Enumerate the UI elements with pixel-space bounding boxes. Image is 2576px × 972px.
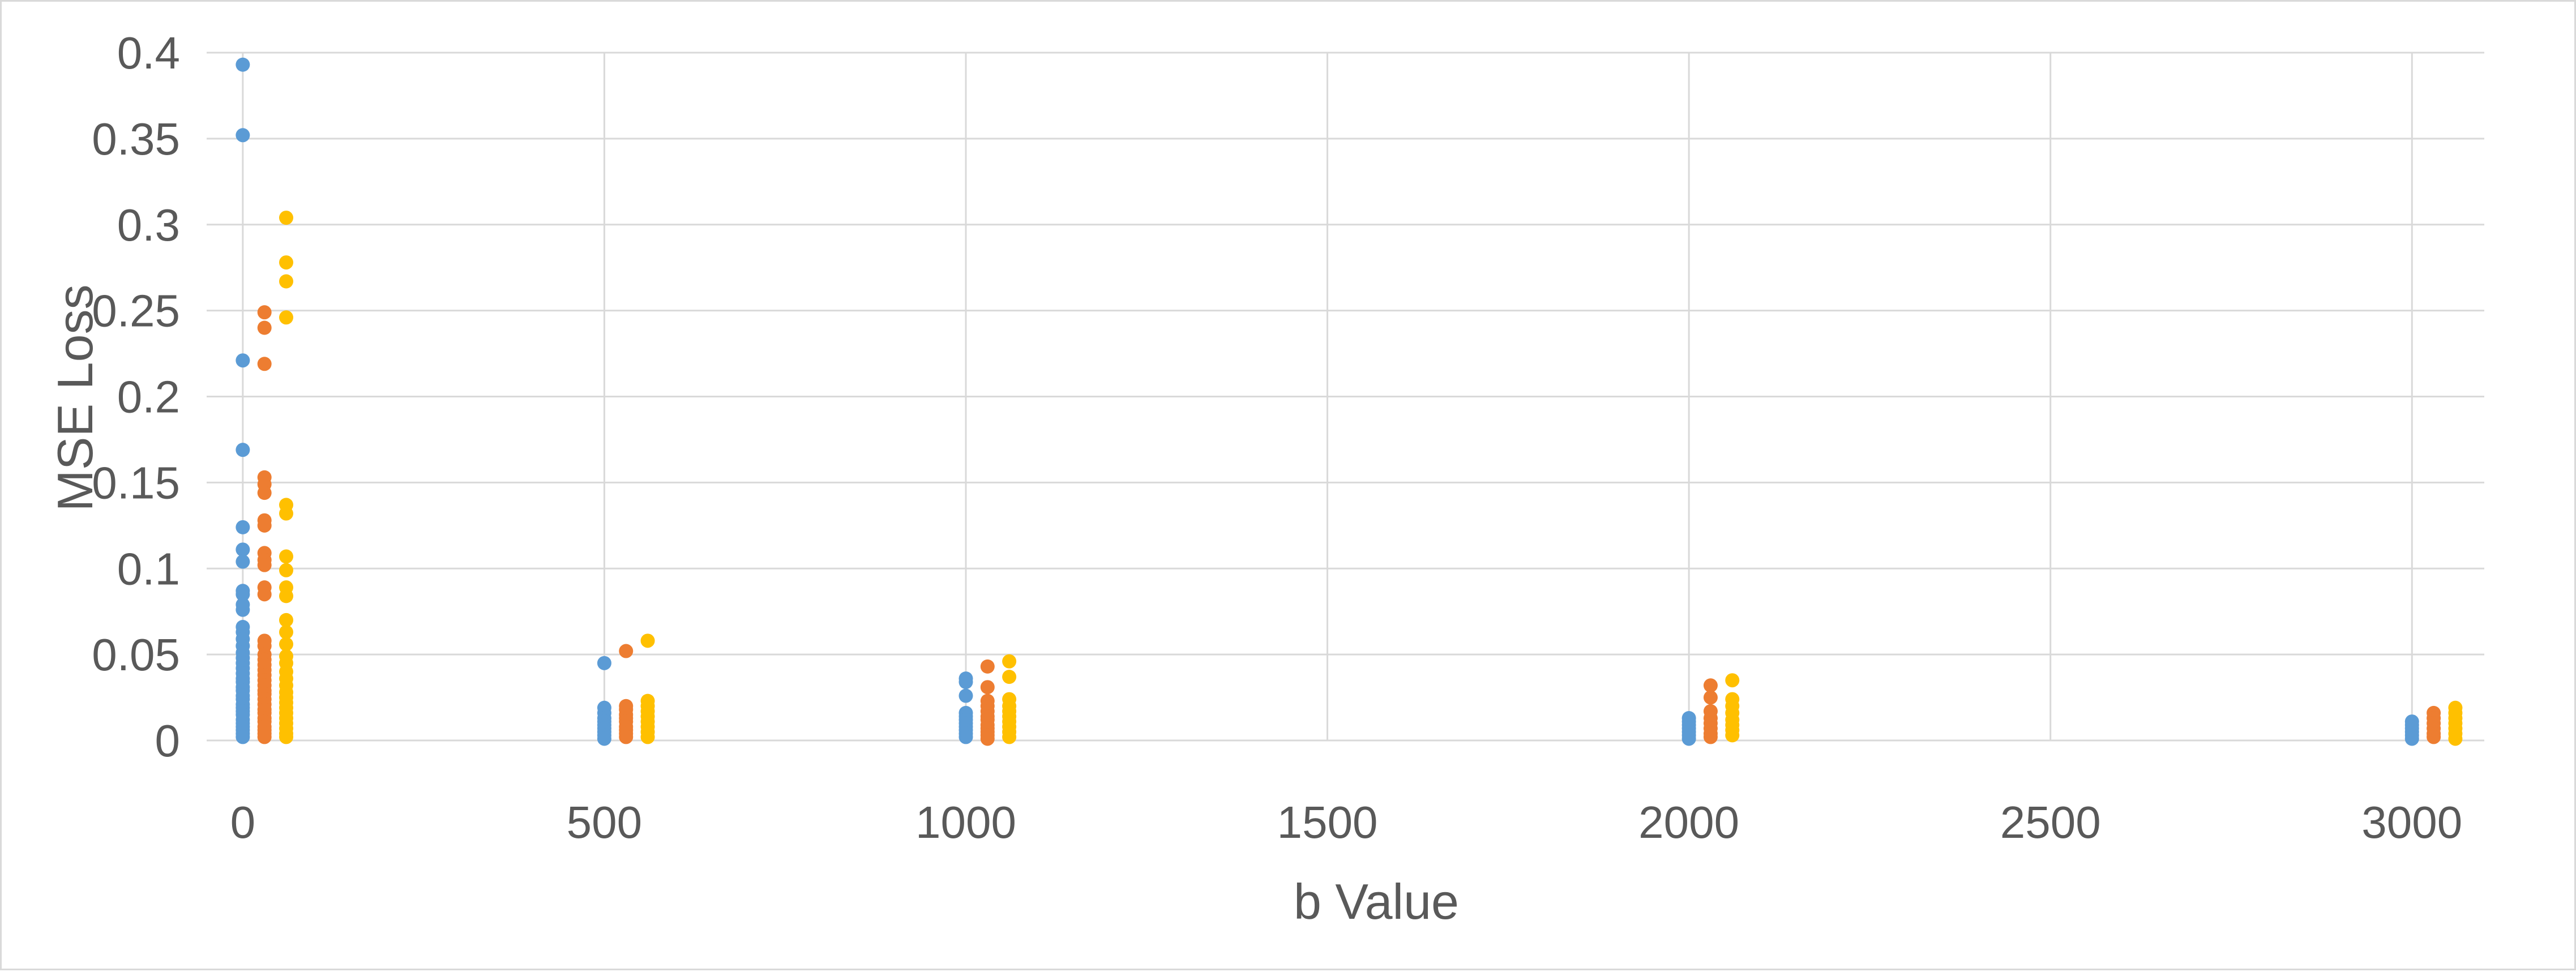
data-point-series-3 bbox=[279, 625, 293, 640]
data-point-series-3 bbox=[279, 274, 293, 289]
y-tick-label: 0.15 bbox=[92, 457, 180, 508]
data-point-series-3 bbox=[640, 633, 655, 648]
y-tick-labels: 0 0.05 0.1 0.15 0.2 0.25 0.3 0.35 0.4 bbox=[92, 28, 180, 766]
data-point-series-3 bbox=[279, 211, 293, 225]
data-point-series-1 bbox=[2404, 731, 2419, 746]
x-tick-labels: 0 500 1000 1500 2000 2500 3000 bbox=[230, 797, 2463, 847]
data-point-series-2 bbox=[980, 659, 995, 674]
data-point-series-1 bbox=[958, 730, 973, 744]
data-point-series-1 bbox=[236, 443, 250, 457]
data-point-series-1 bbox=[236, 57, 250, 72]
y-tick-label: 0.25 bbox=[92, 286, 180, 336]
data-point-series-3 bbox=[279, 549, 293, 564]
data-point-series-1 bbox=[958, 675, 973, 690]
x-tick-label: 2000 bbox=[1638, 797, 1739, 847]
data-point-series-2 bbox=[980, 731, 995, 746]
data-point-series-3 bbox=[1002, 730, 1017, 744]
data-point-series-3 bbox=[1725, 673, 1740, 688]
data-point-series-3 bbox=[279, 506, 293, 521]
y-tick-label: 0.3 bbox=[117, 200, 180, 250]
data-point-series-2 bbox=[257, 518, 272, 533]
data-point-series-1 bbox=[236, 542, 250, 557]
data-point-series-1 bbox=[1681, 731, 1696, 746]
data-point-series-3 bbox=[279, 255, 293, 270]
x-tick-label: 0 bbox=[230, 797, 256, 847]
data-point-series-3 bbox=[279, 613, 293, 627]
y-tick-label: 0.35 bbox=[92, 114, 180, 164]
x-tick-label: 1500 bbox=[1277, 797, 1378, 847]
data-point-series-3 bbox=[279, 730, 293, 744]
data-point-series-2 bbox=[1703, 730, 1718, 744]
data-point-series-2 bbox=[1703, 690, 1718, 705]
data-point-series-2 bbox=[619, 730, 634, 744]
data-point-series-3 bbox=[279, 563, 293, 577]
data-point-series-1 bbox=[597, 731, 611, 746]
data-point-series-2 bbox=[257, 730, 272, 744]
data-point-series-2 bbox=[980, 680, 995, 695]
y-tick-label: 0.4 bbox=[117, 28, 180, 78]
data-point-series-1 bbox=[958, 688, 973, 703]
data-point-series-3 bbox=[279, 637, 293, 652]
x-tick-label: 3000 bbox=[2361, 797, 2462, 847]
data-points bbox=[236, 57, 2463, 746]
y-axis-title: MSE Loss bbox=[47, 284, 103, 511]
data-point-series-3 bbox=[279, 589, 293, 603]
data-point-series-2 bbox=[257, 558, 272, 572]
data-point-series-3 bbox=[1002, 670, 1017, 684]
gridlines bbox=[207, 52, 2484, 742]
data-point-series-1 bbox=[236, 128, 250, 143]
data-point-series-3 bbox=[279, 310, 293, 325]
data-point-series-2 bbox=[1703, 678, 1718, 693]
data-point-series-1 bbox=[236, 554, 250, 569]
data-point-series-1 bbox=[236, 520, 250, 534]
data-point-series-2 bbox=[257, 587, 272, 602]
data-point-series-2 bbox=[257, 357, 272, 371]
data-point-series-2 bbox=[257, 486, 272, 500]
data-point-series-1 bbox=[236, 730, 250, 744]
data-point-series-3 bbox=[1725, 728, 1740, 743]
x-tick-label: 2500 bbox=[2000, 797, 2101, 847]
y-tick-label: 0.1 bbox=[117, 543, 180, 594]
data-point-series-1 bbox=[597, 656, 611, 670]
data-point-series-2 bbox=[2427, 730, 2441, 744]
data-point-series-3 bbox=[2448, 731, 2463, 746]
data-point-series-2 bbox=[619, 644, 634, 658]
x-tick-label: 500 bbox=[567, 797, 642, 847]
data-point-series-1 bbox=[236, 602, 250, 617]
y-tick-label: 0 bbox=[155, 716, 181, 766]
data-point-series-2 bbox=[257, 320, 272, 335]
data-point-series-3 bbox=[640, 730, 655, 744]
y-tick-label: 0.2 bbox=[117, 372, 180, 422]
x-tick-label: 1000 bbox=[915, 797, 1016, 847]
data-point-series-3 bbox=[1002, 654, 1017, 669]
x-axis-title: b Value bbox=[1294, 873, 1459, 930]
data-point-series-1 bbox=[236, 587, 250, 602]
y-tick-label: 0.05 bbox=[92, 630, 180, 680]
data-point-series-1 bbox=[236, 353, 250, 368]
data-point-series-2 bbox=[257, 305, 272, 320]
